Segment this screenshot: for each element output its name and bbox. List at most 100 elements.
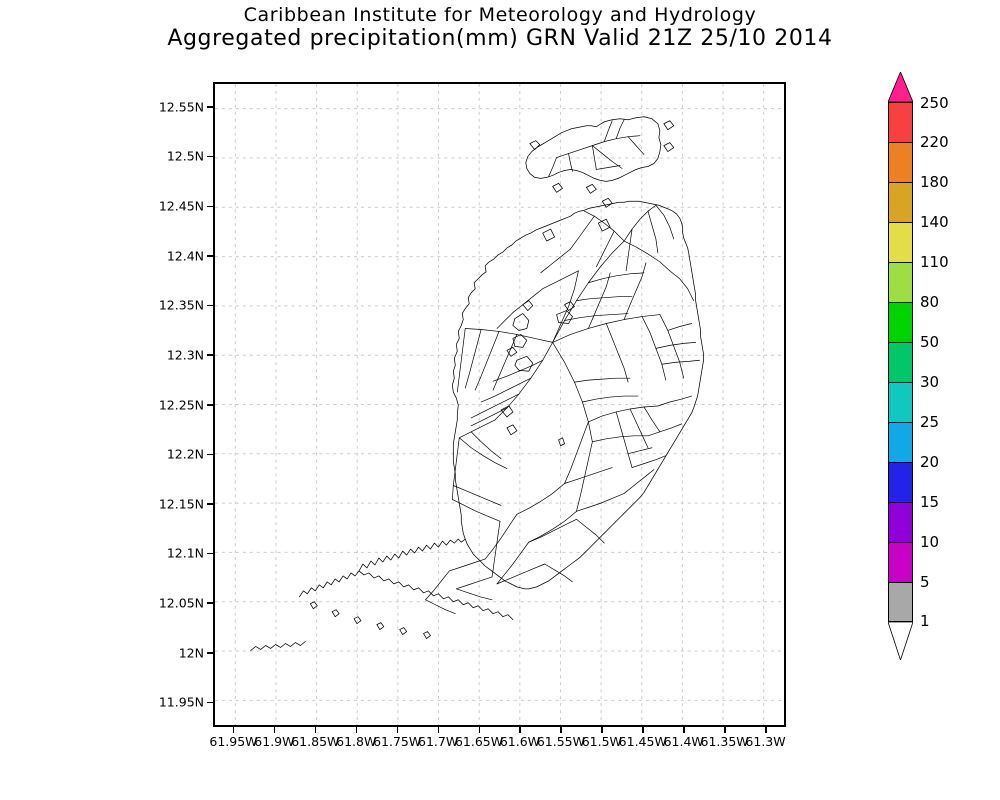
colorbar-tick-label: 30: [920, 373, 940, 391]
y-tick-label: 12.25N: [158, 397, 204, 412]
y-tick-mark: [207, 106, 213, 108]
x-tick-label: 61.45W: [618, 734, 667, 749]
colorbar-band: 25: [888, 382, 939, 431]
colorbar-above-max-arrow: [888, 72, 913, 102]
carriacou-satellite-islets: [529, 120, 675, 242]
grenada-main-island-coast: [451, 200, 704, 590]
colorbar-tick-label: 110: [920, 253, 949, 271]
colorbar-tick-label: 15: [920, 493, 940, 511]
y-tick-label: 12.55N: [158, 99, 204, 115]
map-plot-area: [213, 82, 786, 727]
x-tick-mark: [273, 727, 276, 733]
colorbar-band: 20: [888, 422, 939, 471]
x-tick-label: 61.75W: [373, 734, 422, 749]
grenada-watershed-boundaries: [425, 204, 700, 615]
y-tick-mark: [207, 552, 213, 555]
colorbar-band: 110: [888, 222, 949, 271]
kick-em-jenny-islets: [500, 405, 565, 447]
y-tick-label: 12.15N: [158, 496, 204, 512]
y-tick-mark: [207, 205, 213, 208]
y-tick-label: 12.3N: [166, 347, 204, 363]
x-tick-label: 61.55W: [536, 734, 585, 749]
x-tick-label: 61.4W: [663, 734, 704, 749]
colorbar-tick-label: 10: [920, 533, 940, 551]
y-tick-mark: [207, 404, 213, 406]
colorbar-tick-label: 50: [920, 333, 940, 351]
y-tick-mark: [207, 255, 213, 257]
colorbar-band: 1: [888, 582, 930, 630]
y-tick-label: 12.35N: [158, 297, 204, 313]
colorbar-tick-label: 5: [920, 573, 930, 591]
x-tick-mark: [642, 727, 644, 733]
y-tick-mark: [207, 701, 213, 704]
y-tick-label: 12.5N: [166, 148, 204, 164]
isle-de-ronde-group: [506, 300, 575, 372]
colorbar-tick-label: 220: [920, 133, 949, 151]
page-title: Aggregated precipitation(mm) GRN Valid 2…: [167, 26, 833, 51]
colorbar-band: 180: [888, 142, 949, 191]
y-tick-mark: [207, 304, 213, 307]
colorbar-band: 220 250: [888, 94, 949, 151]
carriacou-island: [525, 116, 662, 182]
x-tick-label: 61.85W: [291, 734, 340, 749]
grenada-south-coast-detail: [358, 538, 466, 572]
y-tick-mark: [207, 453, 213, 456]
x-tick-label: 61.35W: [700, 734, 749, 749]
colorbar-tick-label: 20: [920, 453, 940, 471]
y-tick-label: 11.95N: [158, 694, 204, 710]
y-tick-label: 12.45N: [158, 198, 204, 214]
colorbar-tick-label: 80: [920, 293, 940, 311]
x-tick-mark: [724, 727, 726, 733]
grenada-sw-peninsula: [358, 570, 514, 621]
x-tick-mark: [478, 727, 481, 733]
colorbar-band: 50: [888, 302, 939, 351]
y-tick-mark: [207, 652, 213, 654]
grenada-south-islets: [309, 601, 431, 639]
grenada-south-tip-fringe: [299, 570, 360, 598]
carriacou-internal-boundaries: [548, 119, 645, 177]
y-tick-label: 12.05N: [158, 595, 204, 611]
y-tick-label: 12.1N: [166, 545, 204, 561]
colorbar-band: 80: [888, 262, 939, 311]
grenada-coastline-map: [250, 116, 704, 651]
x-tick-label: 61.65W: [454, 734, 504, 749]
colorbar-tick-label: 25: [920, 413, 940, 431]
y-tick-label: 12N: [178, 645, 204, 661]
y-tick-mark: [207, 503, 213, 505]
colorbar-tick-label: 140: [920, 213, 949, 231]
x-tick-label: 61.9W: [254, 734, 295, 749]
colorbar-below-min-arrow: [888, 622, 913, 660]
colorbar: 220 250 180 140 110 80 50 30 25 20 15 10 5 1: [888, 94, 949, 630]
grenada-point-salines: [250, 641, 306, 651]
y-tick-label: 12.4N: [166, 248, 204, 264]
x-tick-mark: [683, 727, 685, 733]
x-tick-mark: [601, 727, 603, 733]
y-tick-label: 12.2N: [166, 446, 204, 462]
x-tick-mark: [765, 727, 767, 733]
x-tick-label: 61.5W: [581, 734, 622, 749]
institute-title: Caribbean Institute for Meteorology and …: [243, 4, 757, 26]
x-tick-mark: [314, 727, 317, 733]
y-tick-mark: [207, 602, 213, 604]
colorbar-band: 30: [888, 342, 939, 391]
colorbar-band: 15: [888, 462, 939, 511]
y-tick-mark: [207, 354, 213, 356]
x-tick-label: 61.95W: [209, 734, 258, 749]
x-tick-mark: [232, 727, 235, 733]
x-tick-label: 61.8W: [336, 734, 377, 749]
colorbar-band: 10: [888, 502, 939, 551]
x-tick-label: 61.7W: [417, 734, 459, 749]
x-tick-label: 61.6W: [499, 734, 541, 749]
x-tick-mark: [396, 727, 399, 733]
chart-title-block: Caribbean Institute for Meteorology and …: [0, 4, 1000, 52]
x-tick-label: 61.3W: [745, 734, 786, 749]
colorbar-tick-label: 180: [920, 173, 949, 191]
x-tick-mark: [519, 727, 521, 733]
x-tick-mark: [560, 727, 562, 733]
x-tick-mark: [437, 727, 440, 733]
gridlines: [215, 84, 784, 725]
colorbar-band: 140: [888, 182, 949, 231]
colorbar-band: 5: [888, 542, 930, 591]
colorbar-tick-label: 1: [920, 612, 930, 630]
